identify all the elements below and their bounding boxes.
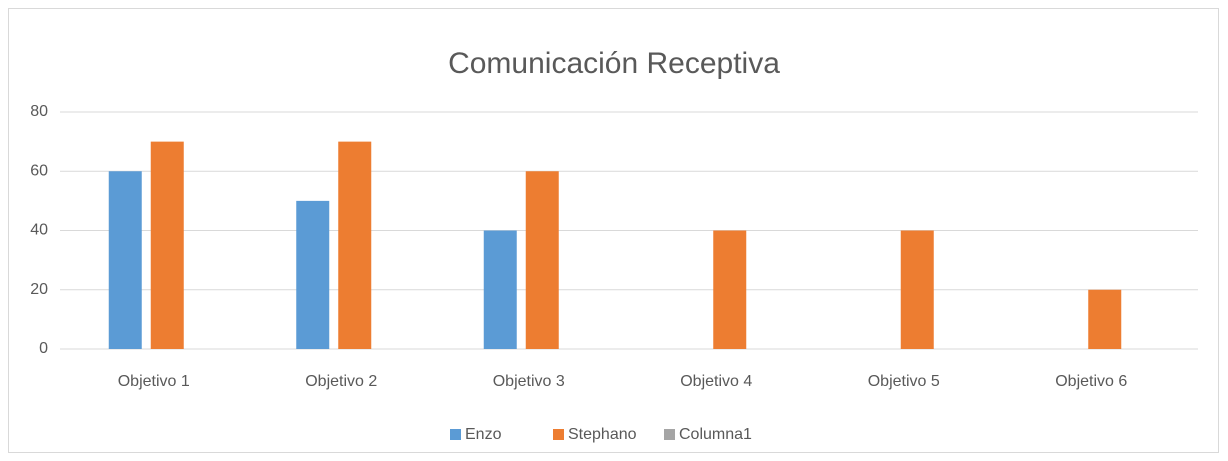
x-tick-label: Objetivo 2 <box>305 373 377 390</box>
x-tick-label: Objetivo 5 <box>868 373 940 390</box>
x-tick-label: Objetivo 1 <box>118 373 190 390</box>
bar <box>525 171 559 349</box>
legend-label: Enzo <box>465 426 502 443</box>
y-tick-label: 0 <box>39 340 48 357</box>
legend-label: Stephano <box>568 426 637 443</box>
bar <box>150 141 184 349</box>
legend-label: Columna1 <box>679 426 752 443</box>
bar <box>1088 289 1122 349</box>
x-tick-label: Objetivo 6 <box>1055 373 1127 390</box>
y-tick-label: 60 <box>30 162 48 179</box>
bar <box>713 230 747 349</box>
legend-swatch <box>450 429 461 440</box>
legend-swatch <box>664 429 675 440</box>
legend-swatch <box>553 429 564 440</box>
bar <box>296 200 330 349</box>
bar <box>338 141 372 349</box>
y-tick-label: 40 <box>30 222 48 239</box>
y-tick-label: 80 <box>30 103 48 120</box>
x-tick-label: Objetivo 4 <box>680 373 752 390</box>
chart-title: Comunicación Receptiva <box>448 47 780 80</box>
bar <box>108 171 142 349</box>
y-tick-label: 20 <box>30 281 48 298</box>
x-tick-label: Objetivo 3 <box>493 373 565 390</box>
bar <box>483 230 517 349</box>
bar <box>900 230 934 349</box>
